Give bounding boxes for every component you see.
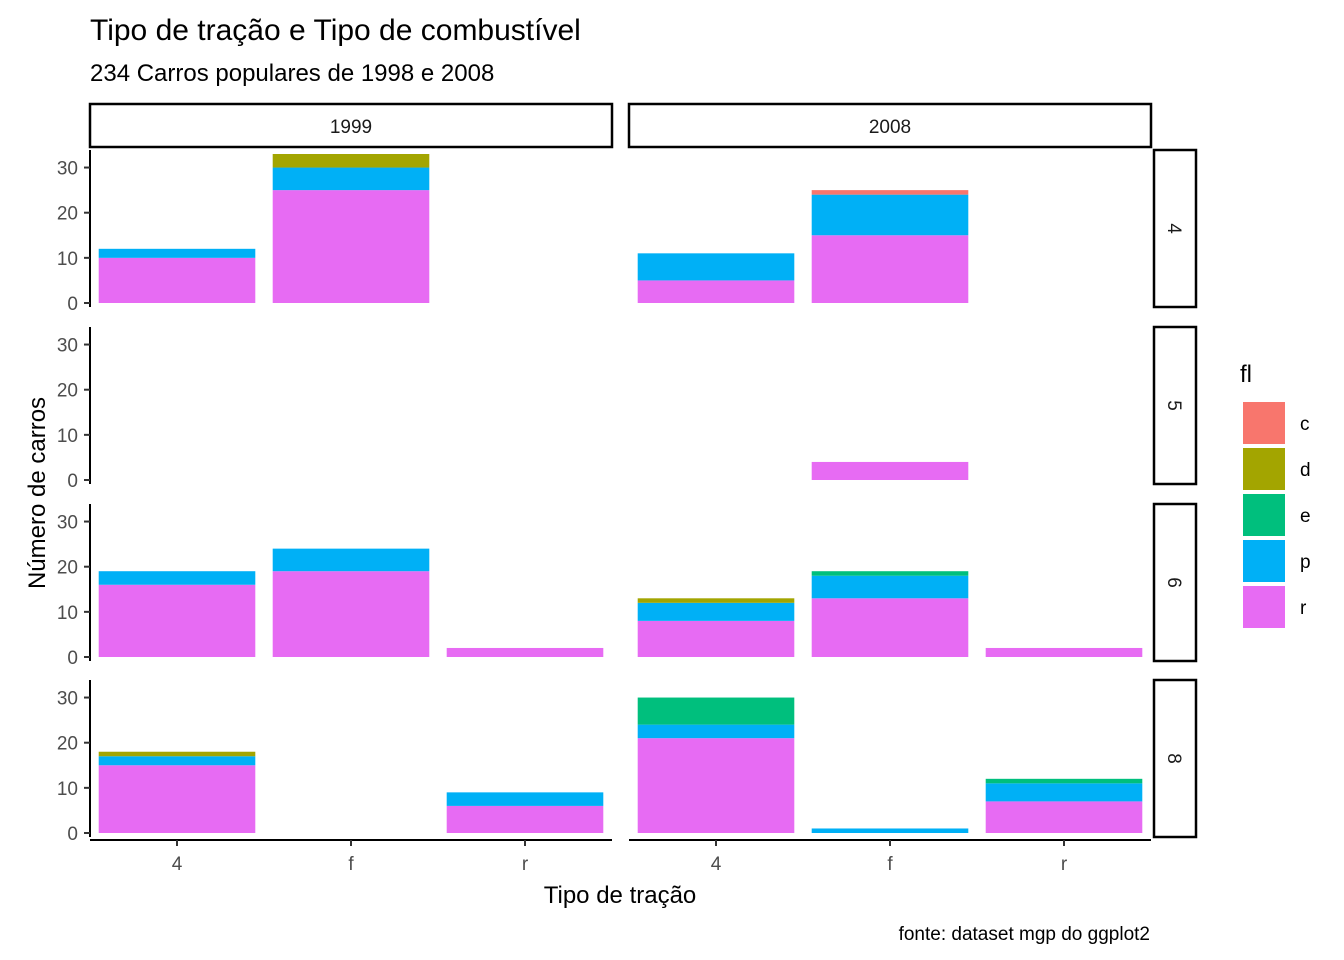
bar-1999-cyl8-drvr-fl-r bbox=[446, 805, 604, 833]
bar-1999-cyl8-drvr-fl-p bbox=[446, 792, 604, 806]
bar-1999-cyl4-drv4-fl-p bbox=[98, 248, 256, 258]
row-strip-4 bbox=[1152, 148, 1198, 309]
legend-key-p bbox=[1243, 540, 1285, 582]
legend-label-p: p bbox=[1300, 552, 1311, 573]
bar-1999-cyl6-drv4-fl-p bbox=[98, 571, 256, 585]
y-tick-label: 10 bbox=[57, 603, 78, 624]
row-strip-label-8: 8 bbox=[1163, 753, 1184, 764]
row-strip-label-6: 6 bbox=[1163, 577, 1184, 588]
legend-label-d: d bbox=[1300, 460, 1311, 481]
bar-1999-cyl6-drv4-fl-r bbox=[98, 584, 256, 657]
row-strip-label-5: 5 bbox=[1163, 400, 1184, 411]
y-tick-label: 30 bbox=[57, 513, 78, 534]
y-tick-label: 30 bbox=[57, 336, 78, 357]
chart-title: Tipo de tração e Tipo de combustível bbox=[90, 14, 581, 47]
bar-2008-cyl8-drv4-fl-p bbox=[637, 724, 795, 739]
y-tick-label: 20 bbox=[57, 558, 78, 579]
y-tick-label: 30 bbox=[57, 159, 78, 180]
y-tick-label: 0 bbox=[67, 648, 78, 669]
bar-1999-cyl4-drv4-fl-r bbox=[98, 257, 256, 303]
y-tick-label: 20 bbox=[57, 381, 78, 402]
legend-label-e: e bbox=[1300, 506, 1311, 527]
bar-2008-cyl6-drvr-fl-r bbox=[985, 647, 1143, 657]
bar-1999-cyl8-drv4-fl-r bbox=[98, 765, 256, 833]
panels: 1999 2008 4 5 6 8 0 10 20 30 0 10 20 30 0 10 20 30 0 10 20 30… bbox=[57, 102, 1198, 875]
y-axis-title: Número de carros bbox=[24, 397, 51, 589]
x-tick-label: 4 bbox=[711, 854, 722, 875]
bar-2008-cyl6-drv4-fl-p bbox=[637, 602, 795, 621]
y-tick-label: 10 bbox=[57, 426, 78, 447]
legend-key-e bbox=[1243, 494, 1285, 536]
row-strip-8 bbox=[1152, 678, 1198, 839]
legend-key-r bbox=[1243, 586, 1285, 628]
col-strip-label-2008: 2008 bbox=[869, 117, 911, 138]
legend-key-c bbox=[1243, 402, 1285, 444]
bar-2008-cyl8-drvr-fl-p bbox=[985, 783, 1143, 802]
row-strip-5 bbox=[1152, 325, 1198, 486]
bar-2008-cyl8-drvf-fl-p bbox=[811, 828, 969, 833]
x-tick-label: f bbox=[887, 854, 893, 875]
bar-2008-cyl6-drvf-fl-e bbox=[811, 571, 969, 576]
col-strip-2008 bbox=[627, 102, 1153, 149]
y-tick-label: 0 bbox=[67, 471, 78, 492]
bar-2008-cyl6-drvf-fl-p bbox=[811, 575, 969, 599]
bar-2008-cyl5-drvf-fl-r bbox=[811, 461, 969, 480]
y-tick-label: 20 bbox=[57, 204, 78, 225]
legend: c d e p r bbox=[1243, 402, 1311, 628]
x-tick-label: 4 bbox=[172, 854, 183, 875]
bar-2008-cyl6-drv4-fl-r bbox=[637, 620, 795, 657]
bar-1999-cyl4-drvf-fl-p bbox=[272, 167, 430, 191]
bar-2008-cyl6-drvf-fl-r bbox=[811, 598, 969, 657]
y-tick-label: 10 bbox=[57, 249, 78, 270]
row-strip-6 bbox=[1152, 502, 1198, 663]
bar-1999-cyl4-drvf-fl-d bbox=[272, 154, 430, 168]
y-tick-label: 30 bbox=[57, 689, 78, 710]
bar-1999-cyl4-drvf-fl-r bbox=[272, 190, 430, 303]
chart-caption: fonte: dataset mgp do ggplot2 bbox=[899, 924, 1150, 945]
x-tick-label: r bbox=[522, 854, 529, 875]
bar-2008-cyl8-drvr-fl-r bbox=[985, 801, 1143, 833]
legend-title: fl bbox=[1240, 361, 1252, 388]
x-tick-label: r bbox=[1061, 854, 1068, 875]
bar-1999-cyl6-drvf-fl-r bbox=[272, 571, 430, 657]
y-tick-label: 0 bbox=[67, 824, 78, 845]
col-strip-1999 bbox=[88, 102, 614, 149]
row-strip-label-4: 4 bbox=[1163, 223, 1184, 234]
bar-1999-cyl8-drv4-fl-d bbox=[98, 751, 256, 757]
legend-key-d bbox=[1243, 448, 1285, 490]
bar-2008-cyl8-drv4-fl-e bbox=[637, 697, 795, 725]
chart-subtitle: 234 Carros populares de 1998 e 2008 bbox=[90, 60, 494, 87]
bar-1999-cyl6-drvf-fl-p bbox=[272, 548, 430, 572]
bar-2008-cyl6-drv4-fl-d bbox=[637, 598, 795, 603]
bar-2008-cyl8-drvr-fl-e bbox=[985, 778, 1143, 784]
legend-label-c: c bbox=[1300, 414, 1310, 435]
y-tick-label: 10 bbox=[57, 779, 78, 800]
x-tick-label: f bbox=[348, 854, 354, 875]
col-strip-label-1999: 1999 bbox=[330, 117, 372, 138]
bar-2008-cyl4-drv4-fl-r bbox=[637, 280, 795, 303]
y-tick-label: 0 bbox=[67, 294, 78, 315]
y-tick-label: 20 bbox=[57, 734, 78, 755]
bar-1999-cyl6-drvr-fl-r bbox=[446, 647, 604, 657]
bar-1999-cyl8-drv4-fl-p bbox=[98, 756, 256, 766]
bar-2008-cyl4-drvf-fl-r bbox=[811, 235, 969, 303]
bar-2008-cyl8-drv4-fl-r bbox=[637, 738, 795, 833]
bar-2008-cyl4-drvf-fl-c bbox=[811, 190, 969, 195]
bar-2008-cyl4-drv4-fl-p bbox=[637, 253, 795, 281]
legend-label-r: r bbox=[1300, 598, 1307, 619]
bar-2008-cyl4-drvf-fl-p bbox=[811, 194, 969, 236]
x-axis-title: Tipo de tração bbox=[544, 882, 697, 909]
